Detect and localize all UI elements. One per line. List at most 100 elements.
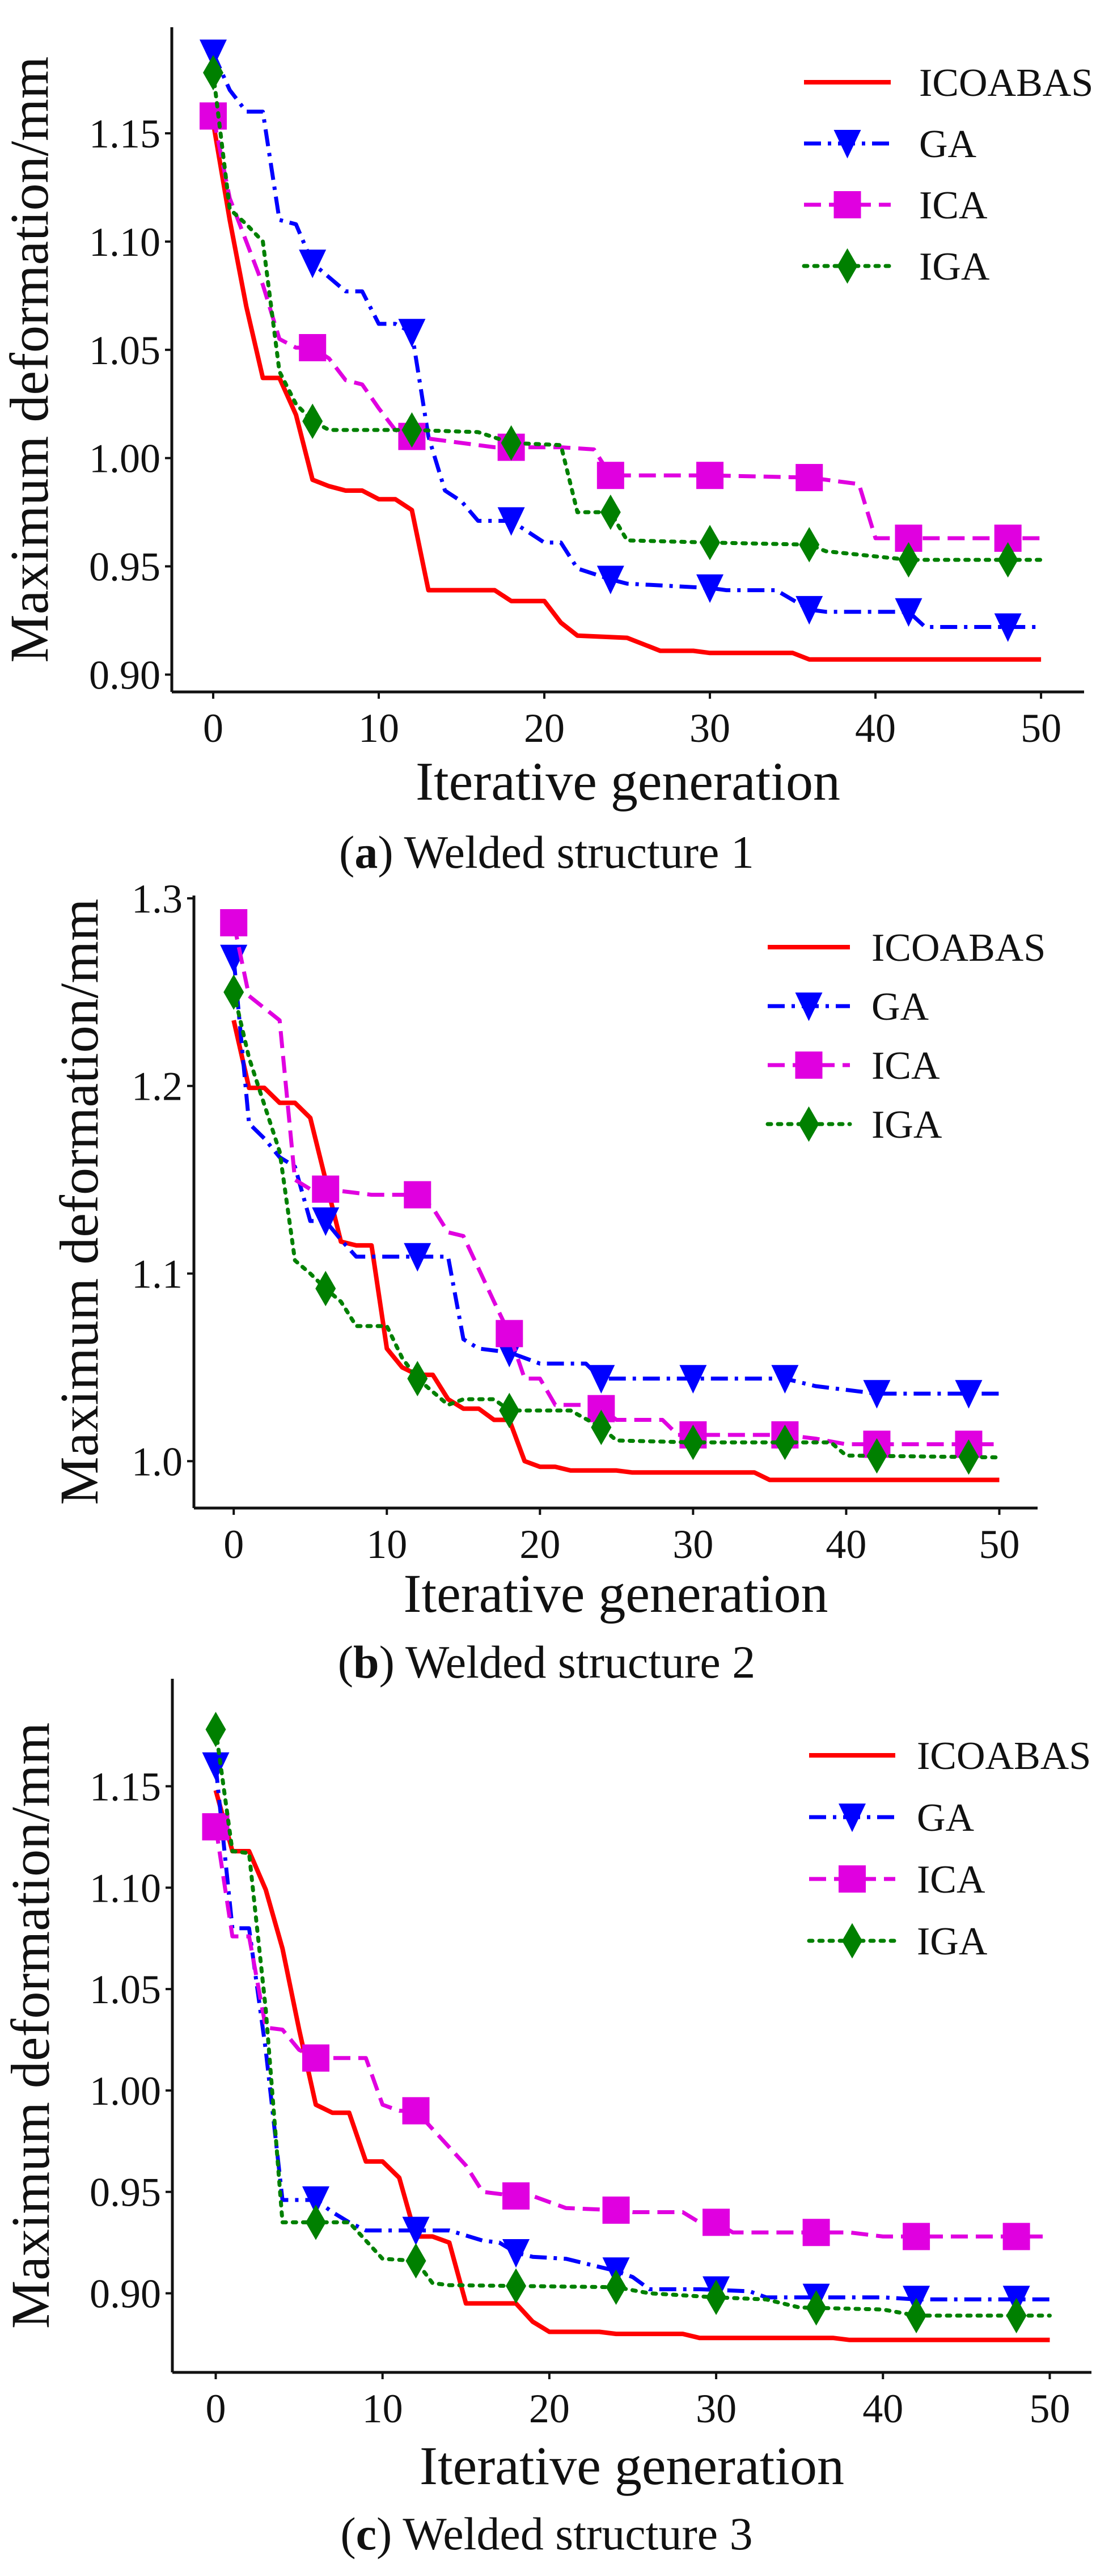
y-tick-label: 0.90 bbox=[90, 2271, 161, 2317]
data-point-marker bbox=[200, 39, 227, 69]
series-line bbox=[211, 70, 1043, 562]
data-point-marker bbox=[596, 462, 624, 489]
series-line bbox=[231, 1020, 1000, 1483]
y-tick-label: 1.05 bbox=[89, 328, 160, 373]
data-point-marker bbox=[496, 1320, 523, 1348]
data-point-marker bbox=[696, 574, 724, 603]
legend-item-iga: IGA bbox=[807, 1920, 988, 1963]
data-point-marker bbox=[600, 494, 621, 530]
series-line bbox=[213, 1789, 1050, 2342]
data-point-marker bbox=[404, 1181, 431, 1209]
data-point-marker bbox=[502, 2182, 530, 2210]
data-point-marker bbox=[771, 1365, 799, 1394]
series-icoabas bbox=[211, 122, 1042, 662]
data-point-marker bbox=[299, 334, 327, 362]
y-tick-label: 1.0 bbox=[132, 1439, 183, 1484]
y-tick-label: 1.00 bbox=[89, 436, 160, 482]
legend-item-ica: ICA bbox=[809, 1858, 985, 1902]
legend-label: IGA bbox=[871, 1103, 942, 1147]
y-axis-label: Maximum deformation/mm bbox=[0, 1722, 61, 2329]
x-tick-label: 50 bbox=[1029, 2386, 1070, 2431]
data-point-marker bbox=[799, 527, 820, 563]
legend-item-ica: ICA bbox=[804, 184, 988, 227]
legend-label: ICOABAS bbox=[919, 61, 1093, 105]
legend-marker bbox=[839, 1865, 866, 1893]
data-point-marker bbox=[958, 1439, 979, 1475]
y-tick-label: 1.10 bbox=[89, 219, 160, 265]
data-point-marker bbox=[302, 2044, 330, 2072]
data-point-marker bbox=[220, 909, 248, 936]
data-point-marker bbox=[596, 565, 624, 594]
legend-item-icoabas: ICOABAS bbox=[809, 1734, 1091, 1778]
y-tick-label: 1.3 bbox=[132, 876, 183, 922]
series-iga bbox=[203, 54, 1043, 578]
legend-label: GA bbox=[919, 123, 977, 166]
data-point-marker bbox=[863, 1380, 891, 1409]
data-point-marker bbox=[200, 102, 227, 130]
data-point-marker bbox=[312, 1175, 340, 1203]
caption-text: Welded structure 3 bbox=[403, 2508, 752, 2560]
x-axis-label: Iterative generation bbox=[420, 2435, 844, 2496]
data-point-marker bbox=[405, 2243, 426, 2279]
data-point-marker bbox=[205, 1712, 226, 1747]
legend-marker bbox=[842, 1923, 862, 1959]
data-point-marker bbox=[315, 1270, 336, 1307]
legend-item-ga: GA bbox=[804, 123, 977, 166]
data-point-marker bbox=[407, 1361, 428, 1396]
x-tick-label: 40 bbox=[862, 2386, 903, 2431]
legend-label: ICOABAS bbox=[871, 926, 1046, 970]
data-point-marker bbox=[306, 2205, 327, 2240]
data-point-marker bbox=[706, 2279, 727, 2315]
x-tick-label: 30 bbox=[672, 1522, 713, 1567]
series-line bbox=[211, 122, 1042, 662]
x-tick-label: 0 bbox=[223, 1522, 244, 1567]
y-tick-label: 0.95 bbox=[90, 2170, 161, 2215]
legend-label: GA bbox=[917, 1796, 975, 1840]
x-tick-label: 50 bbox=[1021, 706, 1061, 751]
data-point-marker bbox=[302, 403, 323, 440]
data-point-marker bbox=[1002, 2223, 1030, 2250]
figure-caption: (a) Welded structure 1 bbox=[339, 826, 754, 878]
legend-item-iga: IGA bbox=[765, 1103, 942, 1147]
x-tick-label: 20 bbox=[524, 706, 565, 751]
y-tick-label: 0.95 bbox=[89, 544, 160, 590]
data-point-marker bbox=[806, 2290, 827, 2326]
data-point-marker bbox=[602, 2196, 630, 2224]
series-iga bbox=[205, 1712, 1052, 2334]
series-ica bbox=[200, 102, 1042, 552]
data-point-marker bbox=[401, 412, 422, 448]
x-axis-label: Iterative generation bbox=[416, 751, 840, 812]
data-point-marker bbox=[223, 974, 244, 1010]
legend-item-ga: GA bbox=[768, 985, 929, 1029]
series-icoabas bbox=[213, 1789, 1050, 2342]
y-tick-label: 1.2 bbox=[132, 1064, 183, 1109]
y-tick-label: 1.05 bbox=[90, 1967, 161, 2012]
data-point-marker bbox=[696, 462, 724, 489]
y-tick-label: 1.1 bbox=[132, 1252, 183, 1297]
data-point-marker bbox=[898, 542, 919, 578]
legend-marker bbox=[798, 1106, 819, 1142]
legend-item-iga: IGA bbox=[802, 245, 990, 289]
y-tick-label: 0.90 bbox=[89, 652, 160, 698]
x-tick-label: 20 bbox=[519, 1522, 560, 1567]
x-tick-label: 0 bbox=[203, 706, 223, 751]
legend-label: IGA bbox=[917, 1920, 988, 1963]
figure-caption: (c) Welded structure 3 bbox=[340, 2508, 752, 2560]
x-tick-label: 50 bbox=[979, 1522, 1019, 1567]
data-point-marker bbox=[202, 1752, 230, 1781]
y-tick-label: 1.15 bbox=[90, 1764, 161, 1810]
legend-item-icoabas: ICOABAS bbox=[804, 61, 1093, 105]
legend-item-icoabas: ICOABAS bbox=[768, 926, 1046, 970]
data-point-marker bbox=[895, 598, 922, 627]
data-point-marker bbox=[679, 1365, 707, 1394]
data-point-marker bbox=[795, 464, 823, 492]
data-point-marker bbox=[398, 319, 426, 348]
series-line bbox=[214, 1727, 1052, 2318]
data-point-marker bbox=[795, 596, 823, 625]
x-tick-label: 30 bbox=[696, 2386, 737, 2431]
series-ga bbox=[200, 39, 1042, 642]
legend-marker bbox=[795, 993, 823, 1021]
x-tick-label: 10 bbox=[366, 1522, 407, 1567]
data-point-marker bbox=[506, 2268, 527, 2304]
